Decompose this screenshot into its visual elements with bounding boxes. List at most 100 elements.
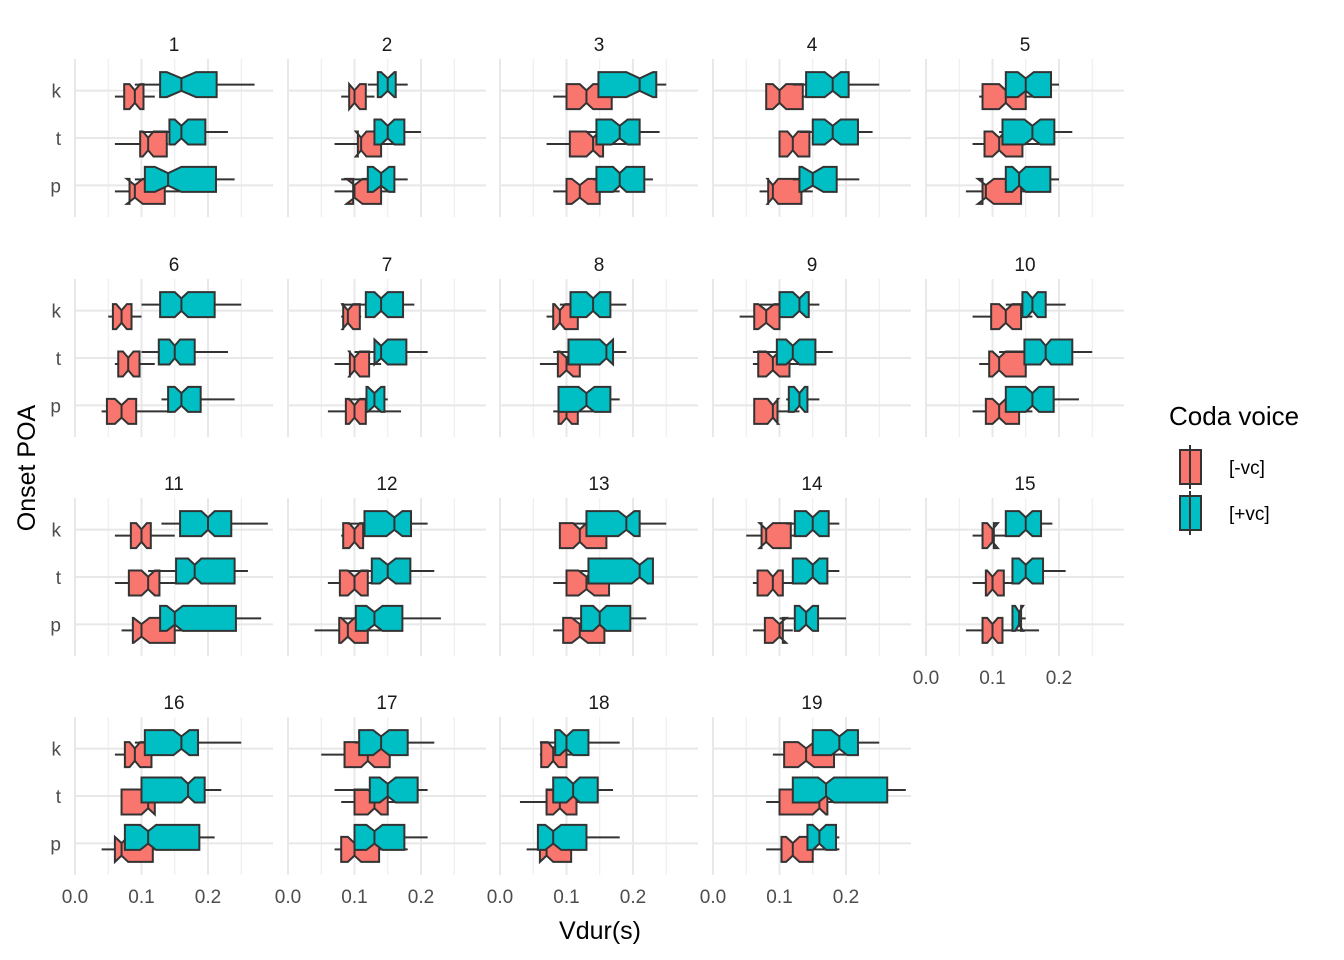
box-p-plus-vc: [161, 385, 235, 413]
facet-strip-label: 10: [1014, 255, 1035, 276]
box-k-plus-vc: [573, 510, 667, 538]
box-t-plus-vc: [141, 118, 228, 146]
notched-box: [753, 397, 781, 425]
box-t-plus-vc: [579, 557, 654, 585]
box-p-plus-vc: [341, 165, 408, 193]
facet-panel-2: 2: [287, 35, 486, 217]
box-p-plus-vc: [341, 604, 441, 632]
notched-box: [595, 118, 641, 146]
box-k-minus-vc: [340, 303, 362, 331]
notched-box: [984, 569, 1005, 597]
box-k-plus-vc: [1005, 291, 1066, 319]
notched-box: [1004, 510, 1043, 538]
notched-box: [791, 557, 829, 585]
box-k-plus-vc: [161, 510, 268, 538]
facet-panel-6: 6 k t p: [50, 255, 273, 437]
box-k-plus-vc: [367, 71, 408, 99]
notched-box: [552, 776, 599, 804]
y-tick-label: t: [56, 129, 62, 150]
notched-box: [1011, 604, 1025, 632]
x-tick-label: 0.1: [553, 887, 579, 908]
x-tick-label: 0.0: [487, 887, 513, 908]
notched-box: [340, 303, 361, 331]
facet-strip-label: 19: [801, 693, 822, 714]
box-t-plus-vc: [1011, 557, 1066, 585]
legend: Coda voice [-vc] [+vc]: [1169, 401, 1299, 535]
box-p-minus-vc: [101, 397, 169, 425]
box-t-minus-vc: [114, 350, 155, 378]
notched-box: [805, 71, 850, 99]
facet-panel-9: 9: [712, 255, 911, 437]
box-p-plus-vc: [1004, 165, 1059, 193]
x-tick-label: 0.0: [700, 887, 726, 908]
notched-box: [557, 385, 612, 413]
facet-strip-label: 9: [807, 255, 818, 276]
box-t-plus-vc: [141, 338, 228, 366]
facet-panel-17: 17 0.0 0.1 0.2: [275, 693, 486, 908]
notched-box: [167, 385, 202, 413]
box-t-plus-vc: [347, 557, 435, 585]
notched-box: [1004, 385, 1055, 413]
box-t-plus-vc: [752, 338, 833, 366]
box-p-minus-vc: [752, 616, 793, 644]
y-tick-label: t: [56, 568, 62, 589]
legend-entry: [+vc]: [1179, 491, 1270, 535]
notched-box: [354, 604, 404, 632]
box-p-plus-vc: [353, 823, 428, 851]
notched-box: [597, 71, 658, 99]
notched-box: [363, 510, 413, 538]
notched-box: [757, 522, 792, 550]
facet-panel-13: 13: [499, 474, 698, 656]
box-p-plus-vc: [1011, 604, 1026, 632]
box-k-plus-vc: [559, 291, 627, 319]
box-k-minus-vc: [114, 522, 175, 550]
box-t-plus-vc: [334, 776, 428, 804]
facet-strip-label: 17: [376, 693, 397, 714]
box-p-minus-vc: [965, 616, 1040, 644]
facet-strip-label: 16: [163, 693, 184, 714]
box-k-minus-vc: [972, 522, 1006, 550]
box-k-plus-vc: [539, 729, 620, 757]
y-tick-label: t: [56, 787, 62, 808]
box-k-plus-vc: [786, 510, 840, 538]
box-t-minus-vc: [334, 350, 382, 378]
notched-box: [140, 776, 206, 804]
y-tick-label: k: [52, 740, 62, 761]
box-k-plus-vc: [134, 71, 255, 99]
box-t-minus-vc: [778, 130, 811, 158]
notched-box: [344, 397, 367, 425]
facet-strip-label: 13: [588, 474, 609, 495]
facet-panel-10: 10: [925, 255, 1124, 437]
notched-box: [358, 729, 409, 757]
notched-box: [756, 569, 784, 597]
notched-box: [587, 557, 654, 585]
notched-box: [157, 338, 196, 366]
notched-box: [780, 835, 814, 863]
facet-panel-16: 16 k t p 0.0 0.1 0.2: [50, 693, 273, 908]
facet-panel-11: 11 k t p: [50, 474, 273, 656]
box-p-plus-vc: [347, 385, 388, 413]
facet-strip-label: 14: [801, 474, 823, 495]
facet-panel-8: 8: [499, 255, 698, 437]
notched-box: [565, 177, 601, 205]
box-t-plus-vc: [546, 776, 614, 804]
facet-strip-label: 8: [594, 255, 605, 276]
facet-strip-label: 5: [1020, 35, 1031, 56]
notched-box: [536, 823, 588, 851]
notched-box: [554, 729, 590, 757]
facet-panel-3: 3: [499, 35, 698, 217]
notched-box: [1004, 165, 1052, 193]
notched-box: [143, 729, 200, 757]
box-p-plus-vc: [159, 604, 262, 632]
box-p-minus-vc: [327, 397, 402, 425]
box-p-minus-vc: [766, 835, 840, 863]
notched-box: [342, 522, 365, 550]
x-tick-label: 0.0: [62, 887, 88, 908]
y-tick-label: t: [56, 349, 62, 370]
box-p-minus-vc: [553, 177, 620, 205]
notched-box: [1021, 291, 1047, 319]
notched-box: [159, 604, 237, 632]
box-p-plus-vc: [593, 165, 653, 193]
box-t-plus-vc: [799, 118, 873, 146]
